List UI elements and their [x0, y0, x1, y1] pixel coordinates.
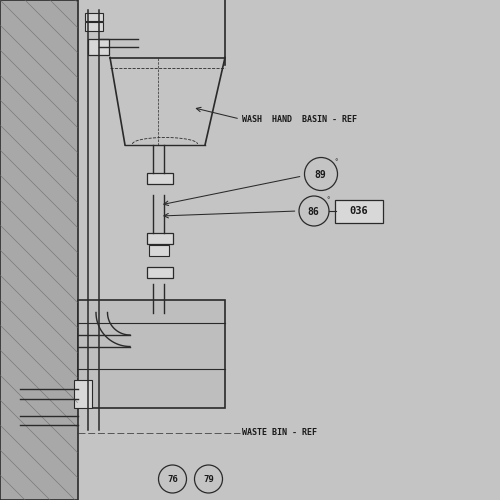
Text: WASH  HAND  BASIN - REF: WASH HAND BASIN - REF [242, 114, 358, 124]
Circle shape [124, 335, 136, 347]
Bar [78, 300, 225, 408]
Bar [74, 380, 92, 408]
Bar [84, 22, 103, 31]
Text: 89: 89 [314, 170, 326, 180]
Text: 76: 76 [167, 476, 178, 484]
Bar [84, 13, 103, 21]
Bar [146, 172, 172, 184]
Text: °: ° [326, 197, 330, 203]
FancyBboxPatch shape [334, 200, 382, 223]
Bar [149, 245, 169, 256]
Text: WASTE BIN - REF: WASTE BIN - REF [242, 428, 318, 437]
Bar [146, 267, 172, 278]
Text: 036: 036 [349, 206, 368, 216]
Bar [88, 39, 108, 55]
Text: 86: 86 [307, 207, 319, 217]
Bar [0, 0, 78, 500]
Bar [146, 233, 172, 244]
Text: °: ° [335, 159, 338, 165]
Text: 79: 79 [203, 476, 214, 484]
